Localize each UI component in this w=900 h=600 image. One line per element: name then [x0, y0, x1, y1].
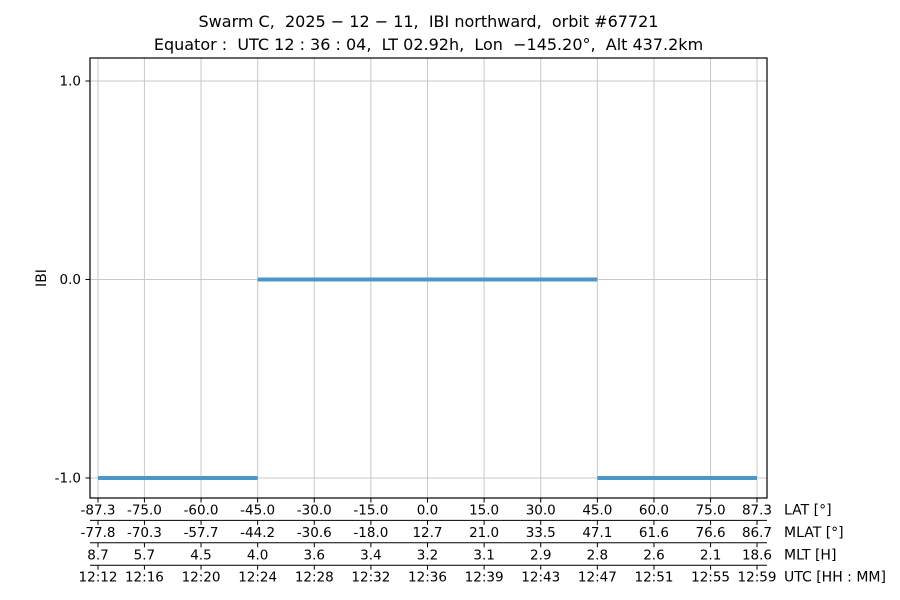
x-tick-label-mlat: -44.2: [240, 525, 275, 541]
x-tick-label-mlt: 3.2: [417, 547, 438, 563]
x-tick-label-lat: -15.0: [353, 503, 388, 519]
x-tick-label-lat: -75.0: [127, 503, 162, 519]
axis-row-label-utc: UTC [HH : MM]: [784, 570, 886, 586]
x-tick-label-lat: 0.0: [417, 503, 438, 519]
x-tick-label-mlat: -30.6: [297, 525, 332, 541]
x-tick-label-mlat: 33.5: [526, 525, 556, 541]
x-tick-label-mlt: 8.7: [87, 547, 108, 563]
x-tick-label-mlt: 18.6: [742, 547, 772, 563]
x-tick-label-utc: 12:47: [578, 570, 617, 586]
x-tick-label-mlat: 61.6: [639, 525, 669, 541]
x-tick-label-lat: 87.3: [742, 503, 772, 519]
x-tick-label-utc: 12:36: [408, 570, 447, 586]
chart-subtitle: Equator : UTC 12 : 36 : 04, LT 02.92h, L…: [153, 35, 704, 54]
x-tick-label-mlat: 76.6: [696, 525, 726, 541]
y-tick-label: -1.0: [55, 471, 81, 487]
x-tick-label-lat: 60.0: [639, 503, 669, 519]
x-tick-label-lat: 45.0: [582, 503, 612, 519]
x-tick-label-mlt: 2.9: [530, 547, 551, 563]
x-tick-label-utc: 12:43: [521, 570, 560, 586]
x-tick-label-utc: 12:16: [125, 570, 164, 586]
plot-frame: [89, 57, 768, 499]
x-tick-label-mlt: 4.0: [247, 547, 268, 563]
x-tick-label-mlt: 2.1: [700, 547, 721, 563]
x-tick-label-utc: 12:59: [738, 570, 777, 586]
x-tick-label-mlt: 5.7: [134, 547, 155, 563]
x-tick-label-mlat: -18.0: [353, 525, 388, 541]
x-tick-label-lat: -60.0: [184, 503, 219, 519]
x-tick-label-mlat: -77.8: [81, 525, 116, 541]
x-tick-label-mlat: -70.3: [127, 525, 162, 541]
chart-title: Swarm C, 2025 − 12 − 11, IBI northward, …: [198, 12, 659, 31]
x-tick-label-mlat: 21.0: [469, 525, 499, 541]
y-axis-label: IBI: [34, 269, 50, 287]
x-tick-label-lat: 75.0: [696, 503, 726, 519]
x-tick-label-mlat: 86.7: [742, 525, 772, 541]
x-tick-label-lat: -45.0: [240, 503, 275, 519]
axis-row-label-mlt: MLT [H]: [784, 547, 836, 563]
x-tick-label-mlt: 2.8: [587, 547, 608, 563]
x-tick-label-lat: 30.0: [526, 503, 556, 519]
x-tick-label-mlt: 3.1: [473, 547, 494, 563]
x-tick-label-utc: 12:51: [635, 570, 674, 586]
x-tick-label-utc: 12:28: [295, 570, 334, 586]
x-tick-label-utc: 12:32: [351, 570, 390, 586]
axis-row-label-lat: LAT [°]: [784, 503, 832, 519]
x-tick-label-lat: -87.3: [81, 503, 116, 519]
axis-row-label-mlat: MLAT [°]: [784, 525, 844, 541]
x-tick-label-mlat: 12.7: [412, 525, 442, 541]
x-tick-label-mlt: 2.6: [643, 547, 664, 563]
x-tick-label-utc: 12:39: [465, 570, 504, 586]
y-tick-label: 0.0: [60, 272, 81, 288]
x-tick-label-mlt: 3.4: [360, 547, 381, 563]
x-tick-label-utc: 12:24: [238, 570, 277, 586]
y-tick-label: 1.0: [60, 74, 81, 90]
x-tick-label-mlt: 3.6: [304, 547, 325, 563]
x-tick-label-utc: 12:20: [182, 570, 221, 586]
x-tick-label-mlat: -57.7: [184, 525, 219, 541]
x-tick-label-lat: 15.0: [469, 503, 499, 519]
x-tick-label-utc: 12:55: [691, 570, 730, 586]
x-tick-label-lat: -30.0: [297, 503, 332, 519]
x-tick-label-utc: 12:12: [79, 570, 118, 586]
x-tick-label-mlt: 4.5: [190, 547, 211, 563]
x-tick-label-mlat: 47.1: [582, 525, 612, 541]
